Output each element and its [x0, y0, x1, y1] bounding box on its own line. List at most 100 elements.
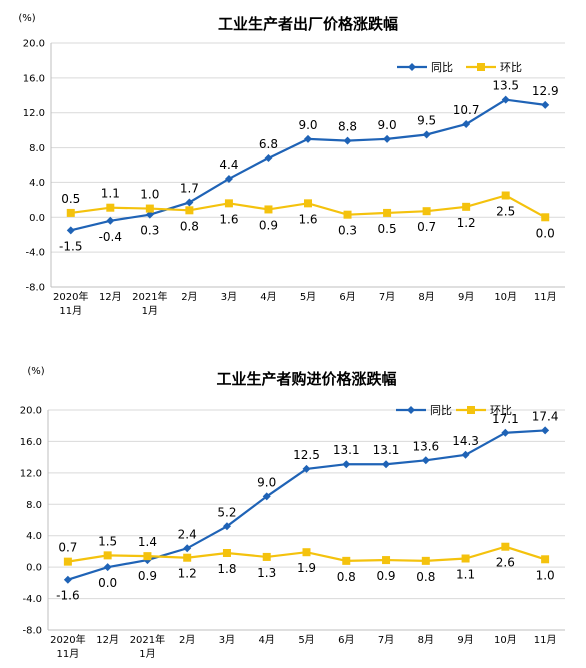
data-point-yoy — [422, 130, 431, 139]
x-tick-label: 5月 — [300, 291, 316, 303]
data-label: 0.5 — [378, 222, 397, 236]
data-point-mom — [422, 207, 431, 216]
data-point-yoy — [264, 154, 273, 163]
y-tick-label: 8.0 — [29, 143, 45, 154]
data-point-yoy — [224, 174, 233, 183]
x-tick-label: 2020年 — [50, 633, 85, 646]
data-point-mom — [461, 554, 470, 563]
data-label: 9.5 — [417, 114, 436, 128]
data-label: 13.5 — [492, 79, 519, 93]
y-tick-label: 20.0 — [23, 39, 45, 50]
data-point-mom — [183, 553, 192, 562]
x-tick-label: 2020年 — [53, 290, 88, 303]
data-label: 0.9 — [259, 218, 278, 232]
data-point-yoy — [382, 460, 391, 469]
data-label: 1.6 — [219, 212, 238, 226]
data-point-yoy — [145, 210, 154, 219]
data-point-yoy — [342, 460, 351, 469]
data-label: 1.2 — [457, 216, 476, 230]
data-label: 4.4 — [219, 158, 238, 172]
data-label: 0.3 — [338, 224, 357, 238]
x-tick-label: 2月 — [181, 291, 197, 303]
data-point-mom — [143, 552, 152, 561]
data-point-mom — [462, 202, 471, 211]
data-point-mom — [382, 556, 391, 565]
data-label: 1.9 — [297, 561, 316, 575]
data-label: 0.7 — [417, 220, 436, 234]
data-point-yoy — [501, 95, 510, 104]
data-point-mom — [185, 206, 194, 215]
legend-label: 同比 — [430, 404, 452, 417]
data-label: 17.4 — [532, 409, 559, 423]
data-point-yoy — [222, 522, 231, 531]
data-label: 2.6 — [496, 556, 515, 570]
x-tick-label: 11月 — [534, 634, 557, 646]
data-label: 1.7 — [180, 181, 199, 195]
y-tick-label: 4.0 — [26, 531, 42, 542]
y-tick-label: -4.0 — [22, 594, 42, 605]
data-label: 0.0 — [536, 226, 555, 240]
x-tick-label: 10月 — [494, 634, 517, 646]
data-label: -1.6 — [56, 589, 79, 603]
data-point-mom — [501, 542, 510, 551]
data-point-mom — [106, 203, 115, 212]
data-label: 2.4 — [178, 527, 197, 541]
data-label: 13.1 — [333, 443, 360, 457]
x-tick-label: 12月 — [99, 291, 122, 303]
chart-title: 工业生产者出厂价格涨跌幅 — [218, 15, 398, 33]
data-label: 12.9 — [532, 84, 559, 98]
data-point-mom — [541, 213, 550, 222]
x-tick-label: 4月 — [260, 291, 276, 303]
x-tick-label: 4月 — [259, 634, 275, 646]
data-point-yoy — [461, 450, 470, 459]
y-tick-label: -8.0 — [25, 283, 45, 294]
data-point-mom — [541, 555, 550, 564]
y-axis-unit: (%) — [18, 13, 35, 24]
data-point-mom — [343, 210, 352, 219]
x-tick-label: 3月 — [219, 634, 235, 646]
data-point-yoy — [541, 100, 550, 109]
data-label: 14.3 — [452, 434, 479, 448]
data-label: 0.3 — [140, 224, 159, 238]
y-tick-label: 12.0 — [20, 468, 42, 479]
chart-ppi-input: 工业生产者购进价格涨跌幅 (%) 20.0 16.0 12.0 8.0 4.0 0.0 -4.0… — [20, 366, 565, 660]
data-label: 0.8 — [180, 219, 199, 233]
data-point-yoy — [185, 198, 194, 207]
x-tick-label: 9月 — [458, 291, 474, 303]
x-tick-label: 2021年 — [132, 290, 167, 303]
data-point-yoy — [304, 134, 312, 143]
data-label: 1.0 — [140, 188, 159, 202]
x-tick-label: 11月 — [534, 291, 557, 303]
data-point-yoy — [106, 216, 115, 225]
data-point-yoy — [63, 575, 72, 584]
data-label: 0.7 — [58, 541, 77, 555]
data-point-mom — [264, 205, 273, 214]
y-tick-label: 16.0 — [23, 73, 45, 84]
y-tick-label: -8.0 — [22, 626, 42, 637]
data-point-mom — [342, 556, 351, 565]
x-tick-label: 9月 — [457, 634, 473, 646]
data-point-yoy — [462, 120, 471, 129]
x-tick-label: 2021年 — [130, 633, 165, 646]
legend-label: 环比 — [490, 404, 512, 417]
x-tick-label: 7月 — [378, 634, 394, 646]
data-point-mom — [63, 557, 72, 566]
data-label: 10.7 — [453, 103, 480, 117]
data-point-yoy — [501, 428, 510, 437]
data-point-yoy — [183, 544, 192, 553]
data-point-yoy — [302, 464, 311, 473]
legend-marker — [408, 63, 416, 71]
data-label: 1.8 — [217, 562, 236, 576]
data-label: 8.8 — [338, 120, 357, 134]
x-tick-label: 2月 — [179, 634, 195, 646]
data-point-yoy — [541, 426, 550, 435]
y-tick-label: 4.0 — [29, 178, 45, 189]
data-label: 5.2 — [217, 505, 236, 519]
chart-ppi-output: 工业生产者出厂价格涨跌幅 (%) 20.0 16.0 12.0 8.0 4.0 0.0 -4.0… — [18, 13, 565, 317]
data-label: 9.0 — [378, 118, 397, 132]
y-tick-label: 20.0 — [20, 406, 42, 417]
legend-marker — [477, 63, 485, 71]
x-tick-label: 7月 — [379, 291, 395, 303]
data-label: 13.6 — [412, 439, 439, 453]
